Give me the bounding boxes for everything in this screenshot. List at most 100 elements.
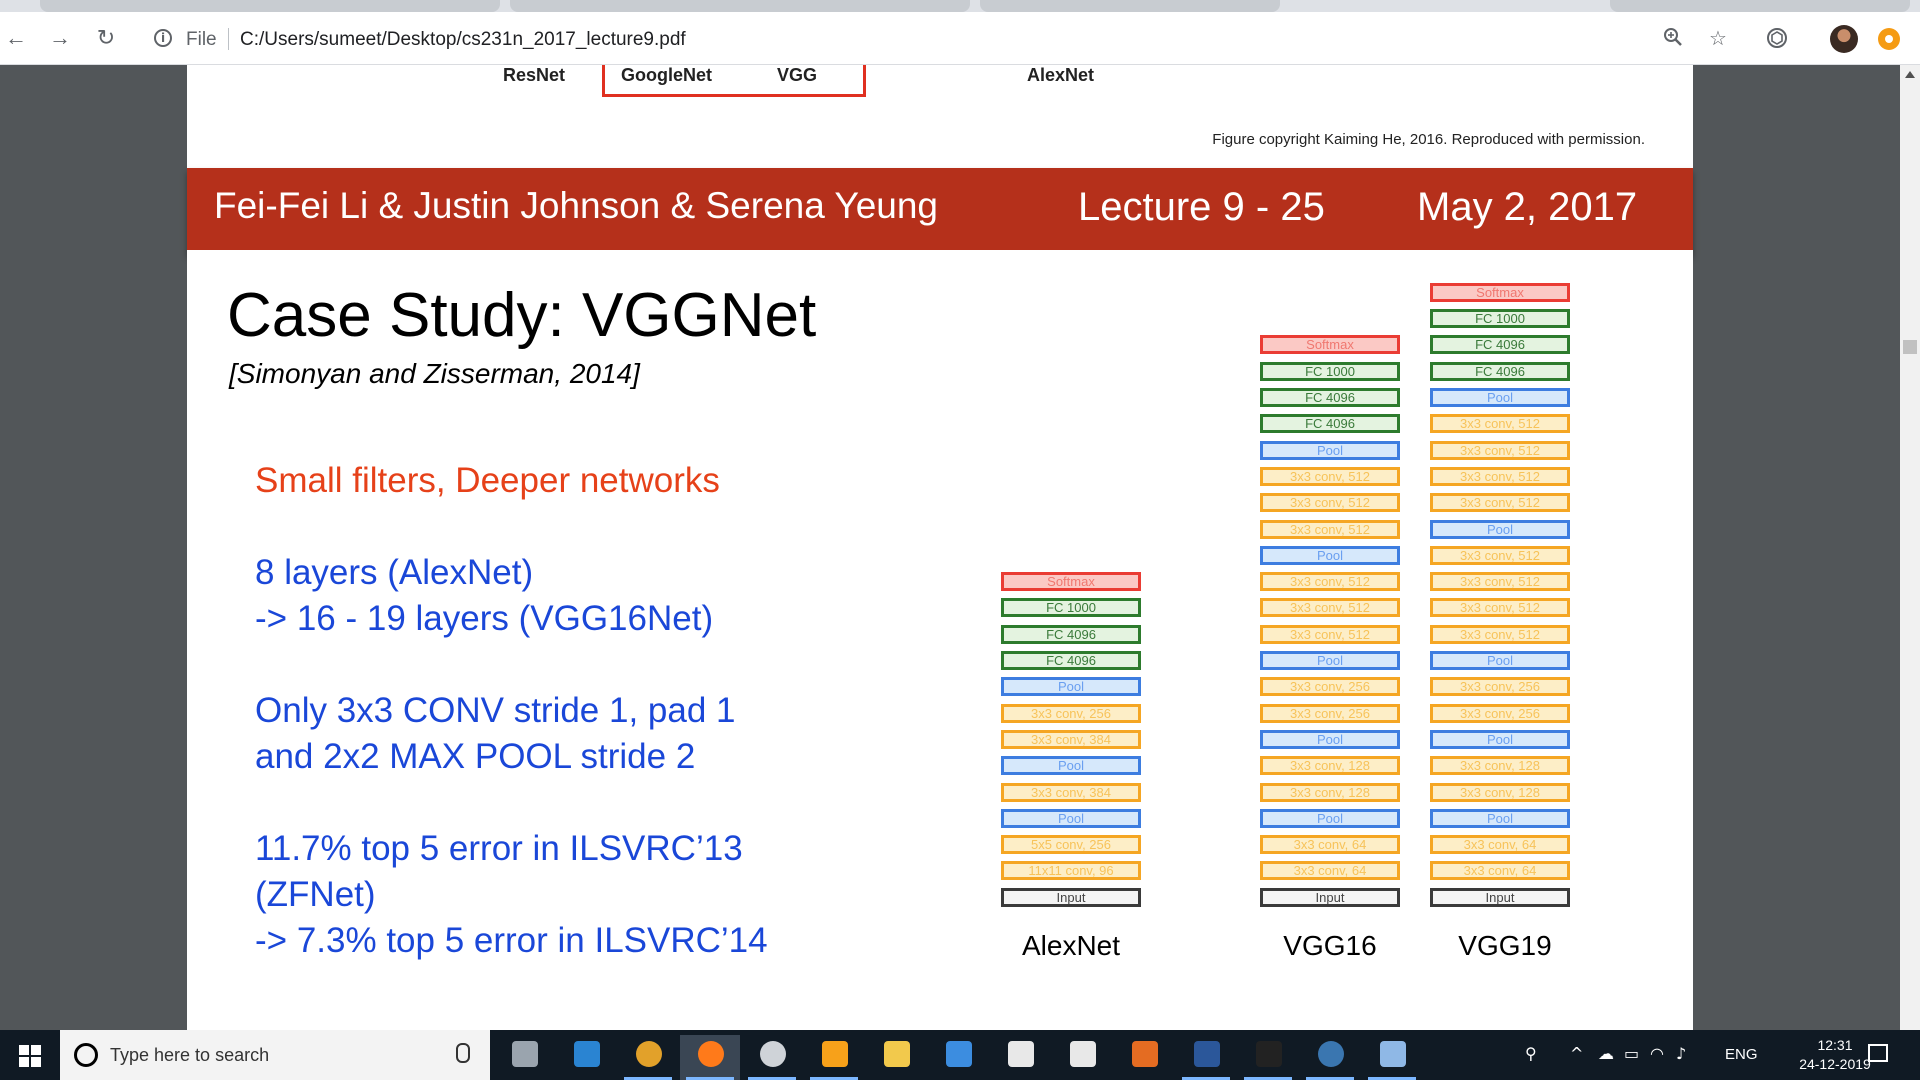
- layer-block: Pool: [1260, 651, 1400, 670]
- layer-block: FC 1000: [1001, 598, 1141, 618]
- layer-block: Softmax: [1260, 335, 1400, 355]
- file-explorer-icon-glyph: [884, 1041, 910, 1067]
- browser-tab[interactable]: [40, 0, 500, 12]
- layer-block: 3x3 conv, 512: [1430, 624, 1570, 644]
- layer-block: 3x3 conv, 64: [1430, 835, 1570, 855]
- pdf-viewer[interactable]: ResNet GoogleNet VGG AlexNet Figure copy…: [0, 65, 1900, 1030]
- browser-tab[interactable]: [510, 0, 970, 12]
- zoom-icon[interactable]: [1660, 26, 1686, 52]
- people-icon[interactable]: ⚲: [1525, 1044, 1537, 1063]
- layer-block: Pool: [1260, 545, 1400, 565]
- mail-icon[interactable]: [990, 1035, 1050, 1080]
- terminal-icon[interactable]: [1238, 1035, 1298, 1080]
- running-indicator: [1306, 1077, 1354, 1080]
- prev-label-googlenet: GoogleNet: [621, 65, 713, 85]
- layer-block: 3x3 conv, 64: [1430, 861, 1570, 881]
- sublime-icon-glyph: [822, 1041, 848, 1067]
- back-arrow-icon[interactable]: ←: [5, 25, 27, 50]
- layer-block: Pool: [1430, 729, 1570, 749]
- taskbar: Type here to search ⚲ ^ ☁ ▭ ◠ ♪ ENG 12:3…: [0, 1030, 1920, 1080]
- layer-block: Input: [1430, 887, 1570, 907]
- layer-block: 3x3 conv, 512: [1260, 624, 1400, 644]
- avatar[interactable]: [1830, 25, 1858, 53]
- wifi-icon[interactable]: ◠: [1650, 1044, 1664, 1063]
- running-indicator: [1244, 1077, 1292, 1080]
- running-indicator: [624, 1077, 672, 1080]
- bullet-text: and 2x2 MAX POOL stride 2: [255, 737, 696, 776]
- scrollbar[interactable]: [1900, 65, 1920, 1030]
- url-scheme-label: File: [186, 29, 217, 50]
- reload-icon[interactable]: ↻: [96, 25, 116, 50]
- cortana-icon: [74, 1043, 98, 1067]
- layer-block: FC 4096: [1001, 651, 1141, 670]
- url-text[interactable]: C:/Users/sumeet/Desktop/cs231n_2017_lect…: [240, 29, 686, 50]
- browser-tab[interactable]: [980, 0, 1280, 12]
- prev-label-vgg: VGG: [777, 65, 818, 85]
- browser-toolbar: ← → ↻ i File C:/Users/sumeet/Desktop/cs2…: [0, 12, 1920, 65]
- bullet-text: Small filters, Deeper networks: [255, 461, 720, 500]
- paint-icon[interactable]: [1362, 1035, 1422, 1080]
- extension-orange-icon[interactable]: [1878, 28, 1900, 50]
- battery-icon[interactable]: ▭: [1624, 1044, 1640, 1063]
- scroll-up-icon[interactable]: [1905, 71, 1915, 78]
- layer-block: FC 4096: [1430, 335, 1570, 355]
- snipping-tool-icon[interactable]: [1052, 1035, 1112, 1080]
- clock[interactable]: 12:31 24-12-2019: [1790, 1036, 1880, 1074]
- word-icon-glyph: [1194, 1041, 1220, 1067]
- store-icon[interactable]: [928, 1035, 988, 1080]
- chevron-up-icon[interactable]: ^: [1570, 1044, 1584, 1063]
- matlab-icon[interactable]: [1114, 1035, 1174, 1080]
- layer-block: FC 1000: [1430, 309, 1570, 329]
- footer-authors: Fei-Fei Li & Justin Johnson & Serena Yeu…: [214, 185, 939, 226]
- taskbar-search[interactable]: Type here to search: [60, 1030, 490, 1080]
- layer-block: 3x3 conv, 256: [1430, 703, 1570, 723]
- browser-tab[interactable]: [1610, 0, 1910, 12]
- footer-lecture: Lecture 9 - 25: [1078, 185, 1325, 229]
- cloud-icon[interactable]: ☁: [1598, 1044, 1614, 1063]
- layer-block: 3x3 conv, 512: [1430, 466, 1570, 486]
- forward-arrow-icon[interactable]: →: [49, 25, 71, 50]
- word-icon[interactable]: [1176, 1035, 1236, 1080]
- bullet-text: 11.7% top 5 error in ILSVRC’13: [255, 829, 743, 868]
- python-icon[interactable]: [1300, 1035, 1360, 1080]
- firefox-icon[interactable]: [680, 1035, 740, 1080]
- edge-icon-glyph: [574, 1041, 600, 1067]
- layer-block: Pool: [1430, 808, 1570, 828]
- chrome-icon[interactable]: [618, 1035, 678, 1080]
- bullet-text: (ZFNet): [255, 875, 376, 914]
- address-separator: [228, 28, 229, 50]
- python-icon-glyph: [1318, 1041, 1344, 1067]
- layer-block: Pool: [1260, 729, 1400, 749]
- microphone-icon[interactable]: [456, 1043, 470, 1063]
- extension-icon[interactable]: [1764, 26, 1790, 52]
- notifications-icon[interactable]: [1868, 1044, 1888, 1062]
- star-icon[interactable]: ☆: [1709, 28, 1727, 50]
- layer-block: Input: [1001, 887, 1141, 907]
- sublime-icon[interactable]: [804, 1035, 864, 1080]
- file-explorer-icon[interactable]: [866, 1035, 926, 1080]
- layer-block: Pool: [1430, 651, 1570, 670]
- layer-block: FC 4096: [1260, 414, 1400, 434]
- layer-block: Pool: [1001, 808, 1141, 828]
- windows-start-icon[interactable]: [0, 1030, 58, 1080]
- arch-label-vgg16: VGG16: [1283, 930, 1377, 961]
- github-icon[interactable]: [742, 1035, 802, 1080]
- edge-icon[interactable]: [556, 1035, 616, 1080]
- scroll-thumb[interactable]: [1903, 340, 1917, 354]
- running-indicator: [1182, 1077, 1230, 1080]
- task-view-icon-glyph: [512, 1041, 538, 1067]
- layer-block: 3x3 conv, 256: [1001, 703, 1141, 723]
- task-view-icon[interactable]: [494, 1035, 554, 1080]
- prev-label-alexnet: AlexNet: [1027, 65, 1095, 85]
- layer-block: 3x3 conv, 512: [1430, 414, 1570, 434]
- figure-copyright: Figure copyright Kaiming He, 2016. Repro…: [1212, 131, 1645, 148]
- layer-block: 3x3 conv, 384: [1001, 729, 1141, 749]
- language-indicator[interactable]: ENG: [1725, 1046, 1758, 1063]
- layer-block: 3x3 conv, 128: [1430, 756, 1570, 776]
- layer-block: 3x3 conv, 512: [1430, 545, 1570, 565]
- volume-icon[interactable]: ♪: [1676, 1044, 1687, 1063]
- layer-block: FC 4096: [1430, 361, 1570, 381]
- layer-block: 3x3 conv, 256: [1260, 703, 1400, 723]
- address-bar[interactable]: i File C:/Users/sumeet/Desktop/cs231n_20…: [146, 24, 1680, 54]
- info-icon[interactable]: i: [154, 29, 172, 47]
